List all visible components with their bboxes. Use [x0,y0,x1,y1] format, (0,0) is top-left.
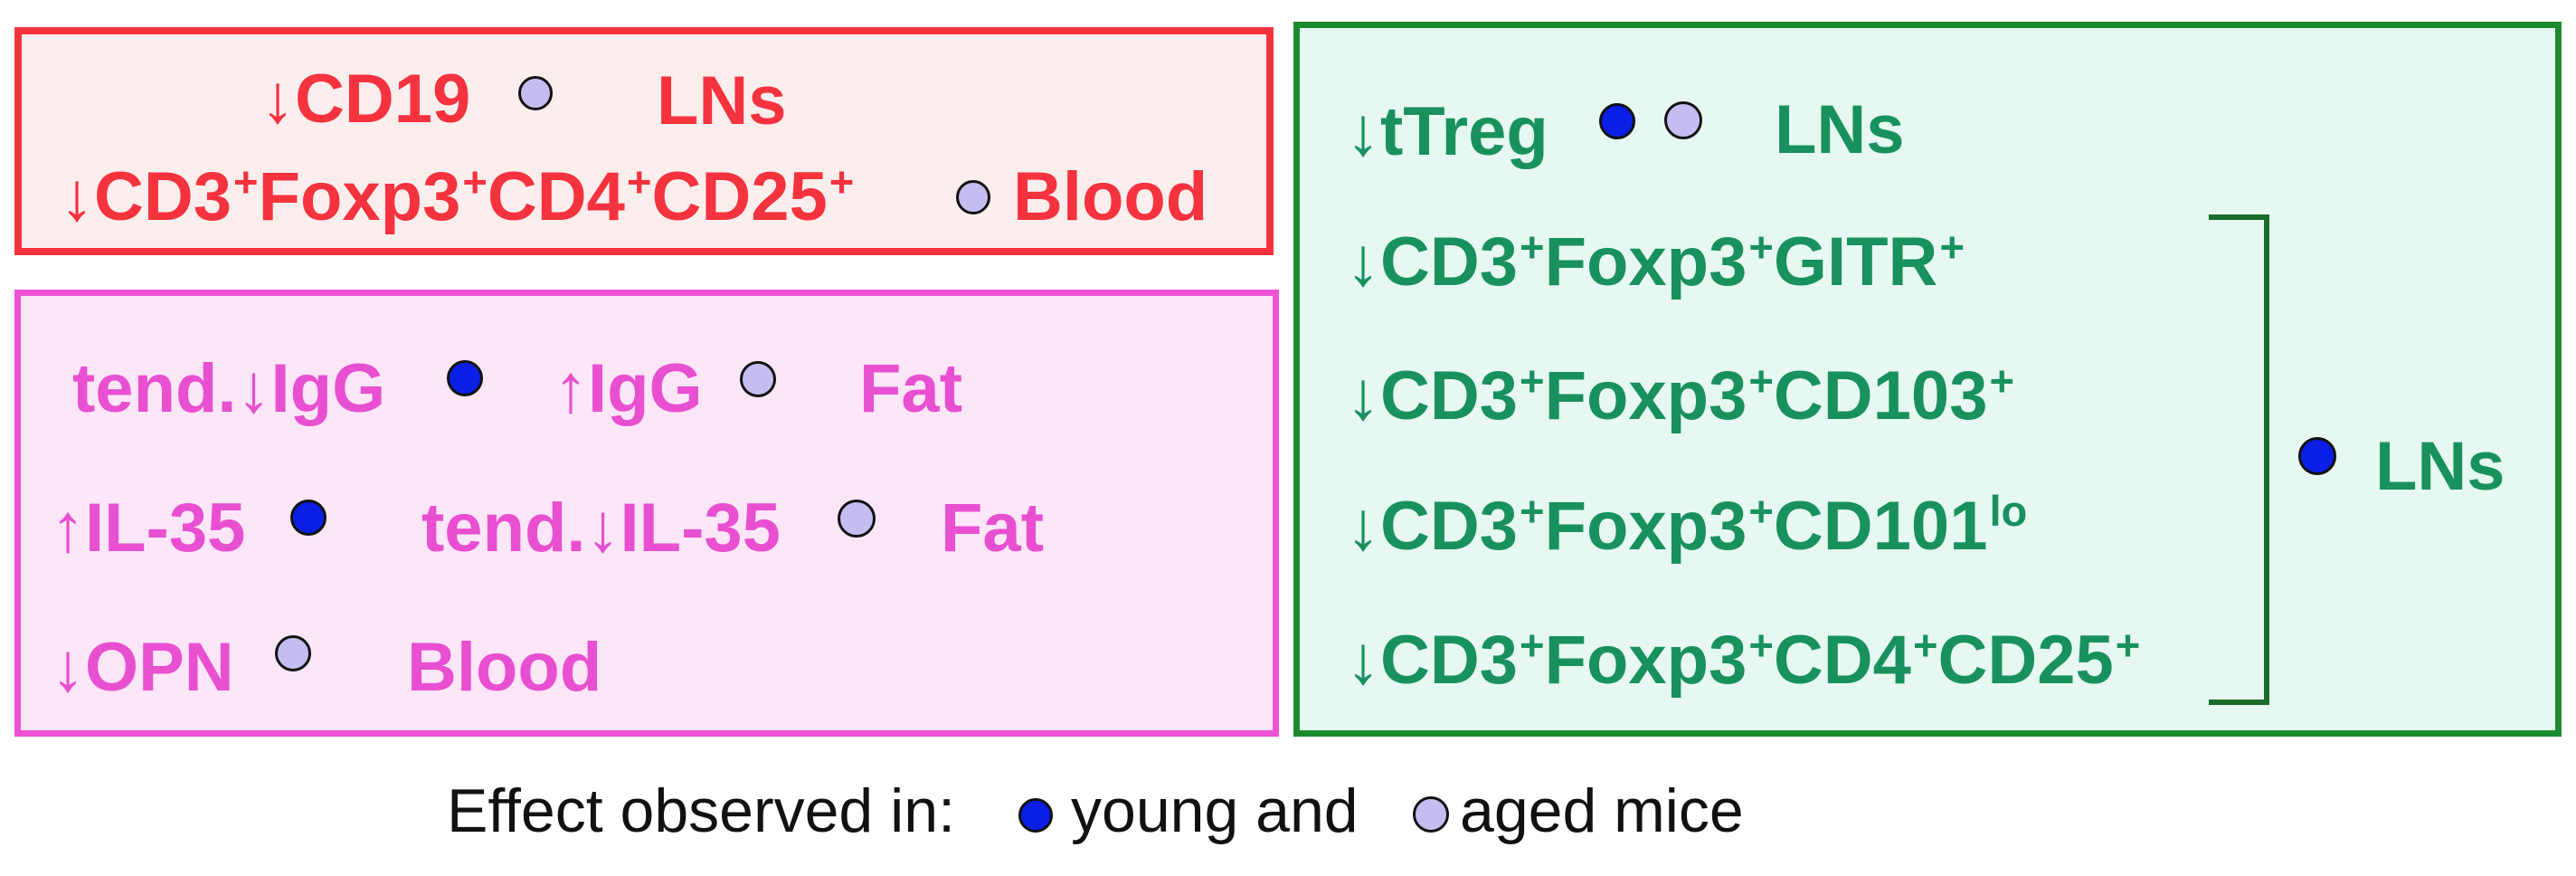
aged-marker-dot [740,361,776,397]
cd3-foxp3-cd4-cd25-marker: ↓CD3+Foxp3+CD4+CD25+ [1346,621,2141,699]
legend-aged-label: aged mice [1460,776,1744,845]
young-marker-dot [1599,103,1635,139]
cd3-foxp3-cd101lo-marker: ↓CD3+Foxp3+CD101lo [1346,487,2028,565]
cd3-foxp3-gitr-marker: ↓CD3+Foxp3+GITR+ [1346,223,1965,300]
aged-marker-dot [275,635,311,671]
young-marker-dot [290,500,327,536]
il35-increase: ↑IL-35 [51,490,246,567]
young-legend-dot [1018,798,1053,833]
blood-ln-b-cell-box [14,27,1274,255]
aged-marker-dot [518,76,553,110]
young-marker-dot [447,360,483,396]
treg-ln-box [1293,22,2562,737]
cd3-foxp3-cd4-cd25-marker: ↓CD3+Foxp3+CD4+CD25+ [60,157,855,235]
location-label: Fat [859,350,962,427]
location-label: LNs [657,62,787,139]
il35-tend-decrease: tend.↓IL-35 [421,490,781,567]
aged-marker-dot [1664,101,1702,139]
location-label: Fat [941,490,1044,567]
opn-decrease: ↓OPN [51,629,234,706]
location-label: Blood [407,629,602,706]
location-label: LNs [2375,428,2505,505]
igg-tend-decrease: tend.↓IgG [72,350,386,427]
young-marker-dot [2298,437,2336,475]
location-label: LNs [1775,91,1905,168]
location-label: Blood [1013,158,1208,235]
cd3-foxp3-cd103-marker: ↓CD3+Foxp3+CD103+ [1346,357,2014,434]
cd19-marker: ↓CD19 [260,61,471,138]
aged-marker-dot [838,500,876,538]
legend-young-label: young and [1071,776,1359,845]
grouping-bracket [2209,214,2269,705]
igg-increase: ↑IgG [554,350,703,427]
serum-fat-box [14,290,1279,737]
aged-legend-dot [1413,796,1449,833]
ttreg-decrease: ↓tTreg [1346,93,1548,170]
aged-marker-dot [956,180,990,214]
legend-prefix: Effect observed in: [447,776,955,845]
